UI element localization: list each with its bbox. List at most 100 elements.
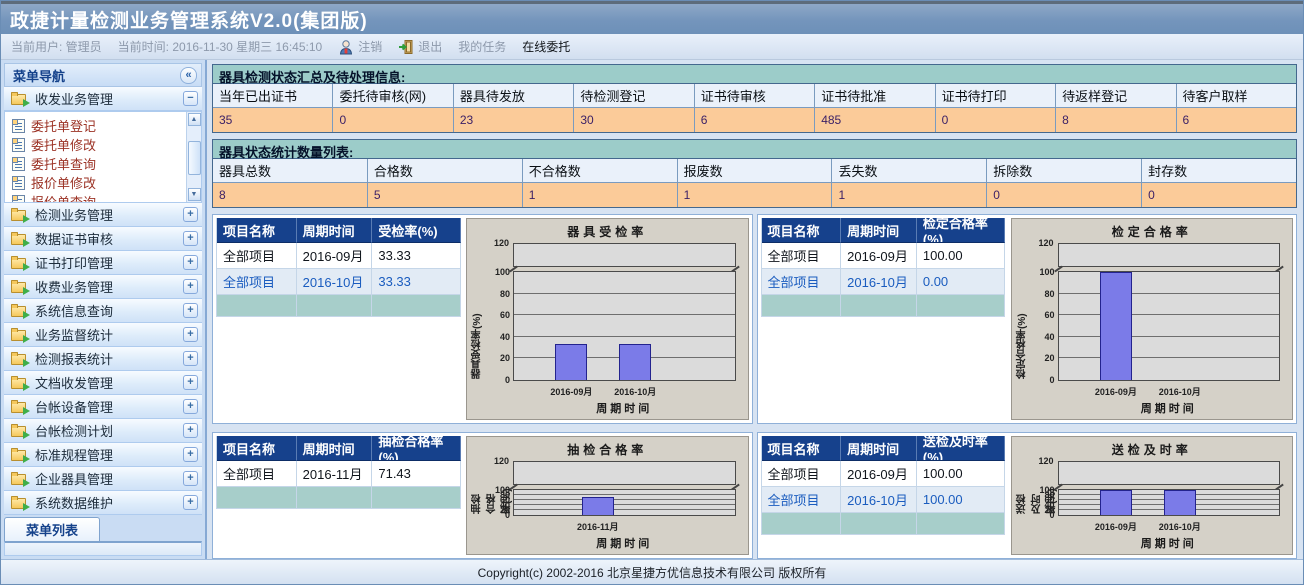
sampling-pass-rate-chart: 抽检合格率 抽检合格率(%) 120 0 20 40 60 80 100 2016-11月 周期时间 [466, 436, 749, 555]
expand-plus-button[interactable]: + [183, 495, 198, 510]
status-column-header: 拆除数 [987, 159, 1143, 183]
y-tick-label: 100 [1039, 267, 1055, 277]
logout-button[interactable]: 注销 [338, 38, 382, 55]
sidebar-group-13[interactable]: 企业器具管理 + [4, 467, 202, 491]
sidebar-bottom-tab: 菜单列表 [4, 517, 202, 541]
exit-label: 退出 [418, 40, 443, 54]
sidebar-group-6[interactable]: 系统信息查询 + [4, 299, 202, 323]
panel-table-header-row: 项目名称 周期时间 检定合格率(%) [761, 218, 1006, 243]
summary-value-cell: 0 [333, 108, 454, 132]
sidebar-group-7[interactable]: 业务监督统计 + [4, 323, 202, 347]
panel-table-cell [372, 487, 461, 509]
sidebar-group-3[interactable]: 数据证书审核 + [4, 227, 202, 251]
summary-column-header: 器具待发放 [453, 84, 575, 108]
collapse-minus-button[interactable]: − [183, 91, 198, 106]
expand-plus-button[interactable]: + [183, 327, 198, 342]
panel-table-cell: 全部项目 [761, 487, 842, 513]
sidebar-submenu-item[interactable]: 报价单查询 [12, 192, 186, 202]
y-tick-label: 120 [1038, 456, 1054, 466]
gridline [1058, 357, 1279, 359]
sidebar-title: 菜单导航 [13, 68, 66, 84]
verification-pass-rate-table: 项目名称 周期时间 检定合格率(%) 全部项目 2016-09月 100.00 全部项目 20… [760, 218, 1006, 317]
y-tick-label: 20 [499, 505, 510, 515]
sidebar-group-5[interactable]: 收费业务管理 + [4, 275, 202, 299]
sidebar-collapse-button[interactable]: « [180, 66, 197, 84]
y-tick-label: 0 [504, 375, 510, 385]
status-column-header: 器具总数 [213, 159, 368, 183]
folder-icon [11, 91, 30, 107]
expand-plus-button[interactable]: + [183, 447, 198, 462]
folder-icon [11, 231, 30, 247]
panel-table-row: 全部项目 2016-11月 71.43 [217, 461, 461, 487]
expand-plus-button[interactable]: + [183, 471, 198, 486]
online-commission-link[interactable]: 在线委托 [522, 40, 571, 54]
my-tasks-link[interactable]: 我的任务 [458, 40, 507, 54]
panel-table-cell: 100.00 [916, 243, 1006, 269]
sidebar-submenu-item[interactable]: 委托单登记 [12, 116, 186, 135]
expand-plus-button[interactable]: + [183, 207, 198, 222]
folder-icon [11, 471, 30, 487]
panel-submission-timeliness: 项目名称 周期时间 送检及时率(%) 全部项目 2016-09月 100.00 全部项目 20… [756, 432, 1297, 559]
panel-table-cell [217, 487, 297, 509]
status-column-header: 封存数 [1142, 159, 1297, 183]
status-header-row: 器具总数 合格数 不合格数 报废数 丢失数 拆除数 封存数 [213, 159, 1297, 183]
expand-plus-button[interactable]: + [183, 255, 198, 270]
folder-icon [11, 495, 30, 511]
gridline [514, 494, 735, 495]
sidebar-group-12[interactable]: 标准规程管理 + [4, 443, 202, 467]
chart-axis-break-band [1057, 461, 1280, 485]
sidebar-group-8[interactable]: 检测报表统计 + [4, 347, 202, 371]
expand-plus-button[interactable]: + [183, 351, 198, 366]
y-tick-label: 100 [494, 267, 510, 277]
sidebar-group-2[interactable]: 检测业务管理 + [4, 203, 202, 227]
exit-button[interactable]: 退出 [398, 38, 442, 55]
summary-value-cell: 35 [213, 108, 334, 132]
y-tick-label: 80 [1044, 288, 1055, 299]
sidebar-header: 菜单导航 « [4, 63, 202, 87]
sidebar-group-9[interactable]: 文档收发管理 + [4, 371, 202, 395]
chart-title: 检定合格率 [1111, 225, 1192, 239]
sidebar-group-11[interactable]: 台帐检测计划 + [4, 419, 202, 443]
scroll-up-button[interactable]: ▲ [187, 113, 201, 126]
summary-value-cell: 8 [1056, 108, 1177, 132]
x-tick-label: 2016-10月 [1158, 387, 1201, 397]
panel-table-cell [217, 295, 297, 317]
menu-list-tab[interactable]: 菜单列表 [4, 517, 100, 541]
gridline [514, 335, 735, 337]
sidebar-submenu-item[interactable]: 委托单修改 [12, 135, 186, 154]
expand-plus-button[interactable]: + [183, 423, 198, 438]
expand-plus-button[interactable]: + [183, 399, 198, 414]
bar-2016-09月 [1099, 272, 1132, 380]
chart-axis-break-band [513, 243, 736, 267]
summary-column-header: 证书待批准 [815, 84, 936, 108]
sidebar-group-4[interactable]: 证书打印管理 + [4, 251, 202, 275]
sidebar-group-14[interactable]: 系统数据维护 + [4, 491, 202, 515]
bar-2016-09月 [1099, 490, 1132, 515]
expand-plus-button[interactable]: + [183, 375, 198, 390]
y-tick-label: 20 [1044, 353, 1055, 364]
y-tick-label: 60 [1044, 310, 1055, 321]
sidebar-group-label: 检测报表统计 [35, 352, 114, 367]
expand-plus-button[interactable]: + [183, 303, 198, 318]
panel-table-cell: 2016-09月 [841, 243, 917, 269]
panel-table-cell: 项目名称 [217, 436, 297, 461]
sidebar-group-10[interactable]: 台帐设备管理 + [4, 395, 202, 419]
y-tick-label: 100 [494, 485, 510, 495]
summary-value-cell: 6 [1176, 108, 1296, 132]
inspection-rate-table: 项目名称 周期时间 受检率(%) 全部项目 2016-09月 33.33 全部项目 2016-… [216, 218, 461, 317]
expand-plus-button[interactable]: + [183, 279, 198, 294]
panel-table-cell: 2016-10月 [296, 269, 373, 295]
expand-plus-button[interactable]: + [183, 231, 198, 246]
panel-table-row: 全部项目 2016-09月 100.00 [761, 243, 1006, 269]
scroll-thumb[interactable] [187, 141, 201, 175]
submenu-scrollbar[interactable]: ▲ ▼ [186, 112, 201, 202]
bar-2016-10月 [619, 344, 652, 380]
gridline [1058, 292, 1279, 294]
scroll-down-button[interactable]: ▼ [187, 188, 201, 201]
sidebar-submenu-item[interactable]: 报价单修改 [12, 173, 186, 192]
panel-table-cell: 0.00 [916, 269, 1006, 295]
sidebar-submenu-item[interactable]: 委托单查询 [12, 154, 186, 173]
summary-value-cell: 23 [453, 108, 575, 132]
sidebar-group-1[interactable]: 收发业务管理 − [4, 87, 202, 111]
